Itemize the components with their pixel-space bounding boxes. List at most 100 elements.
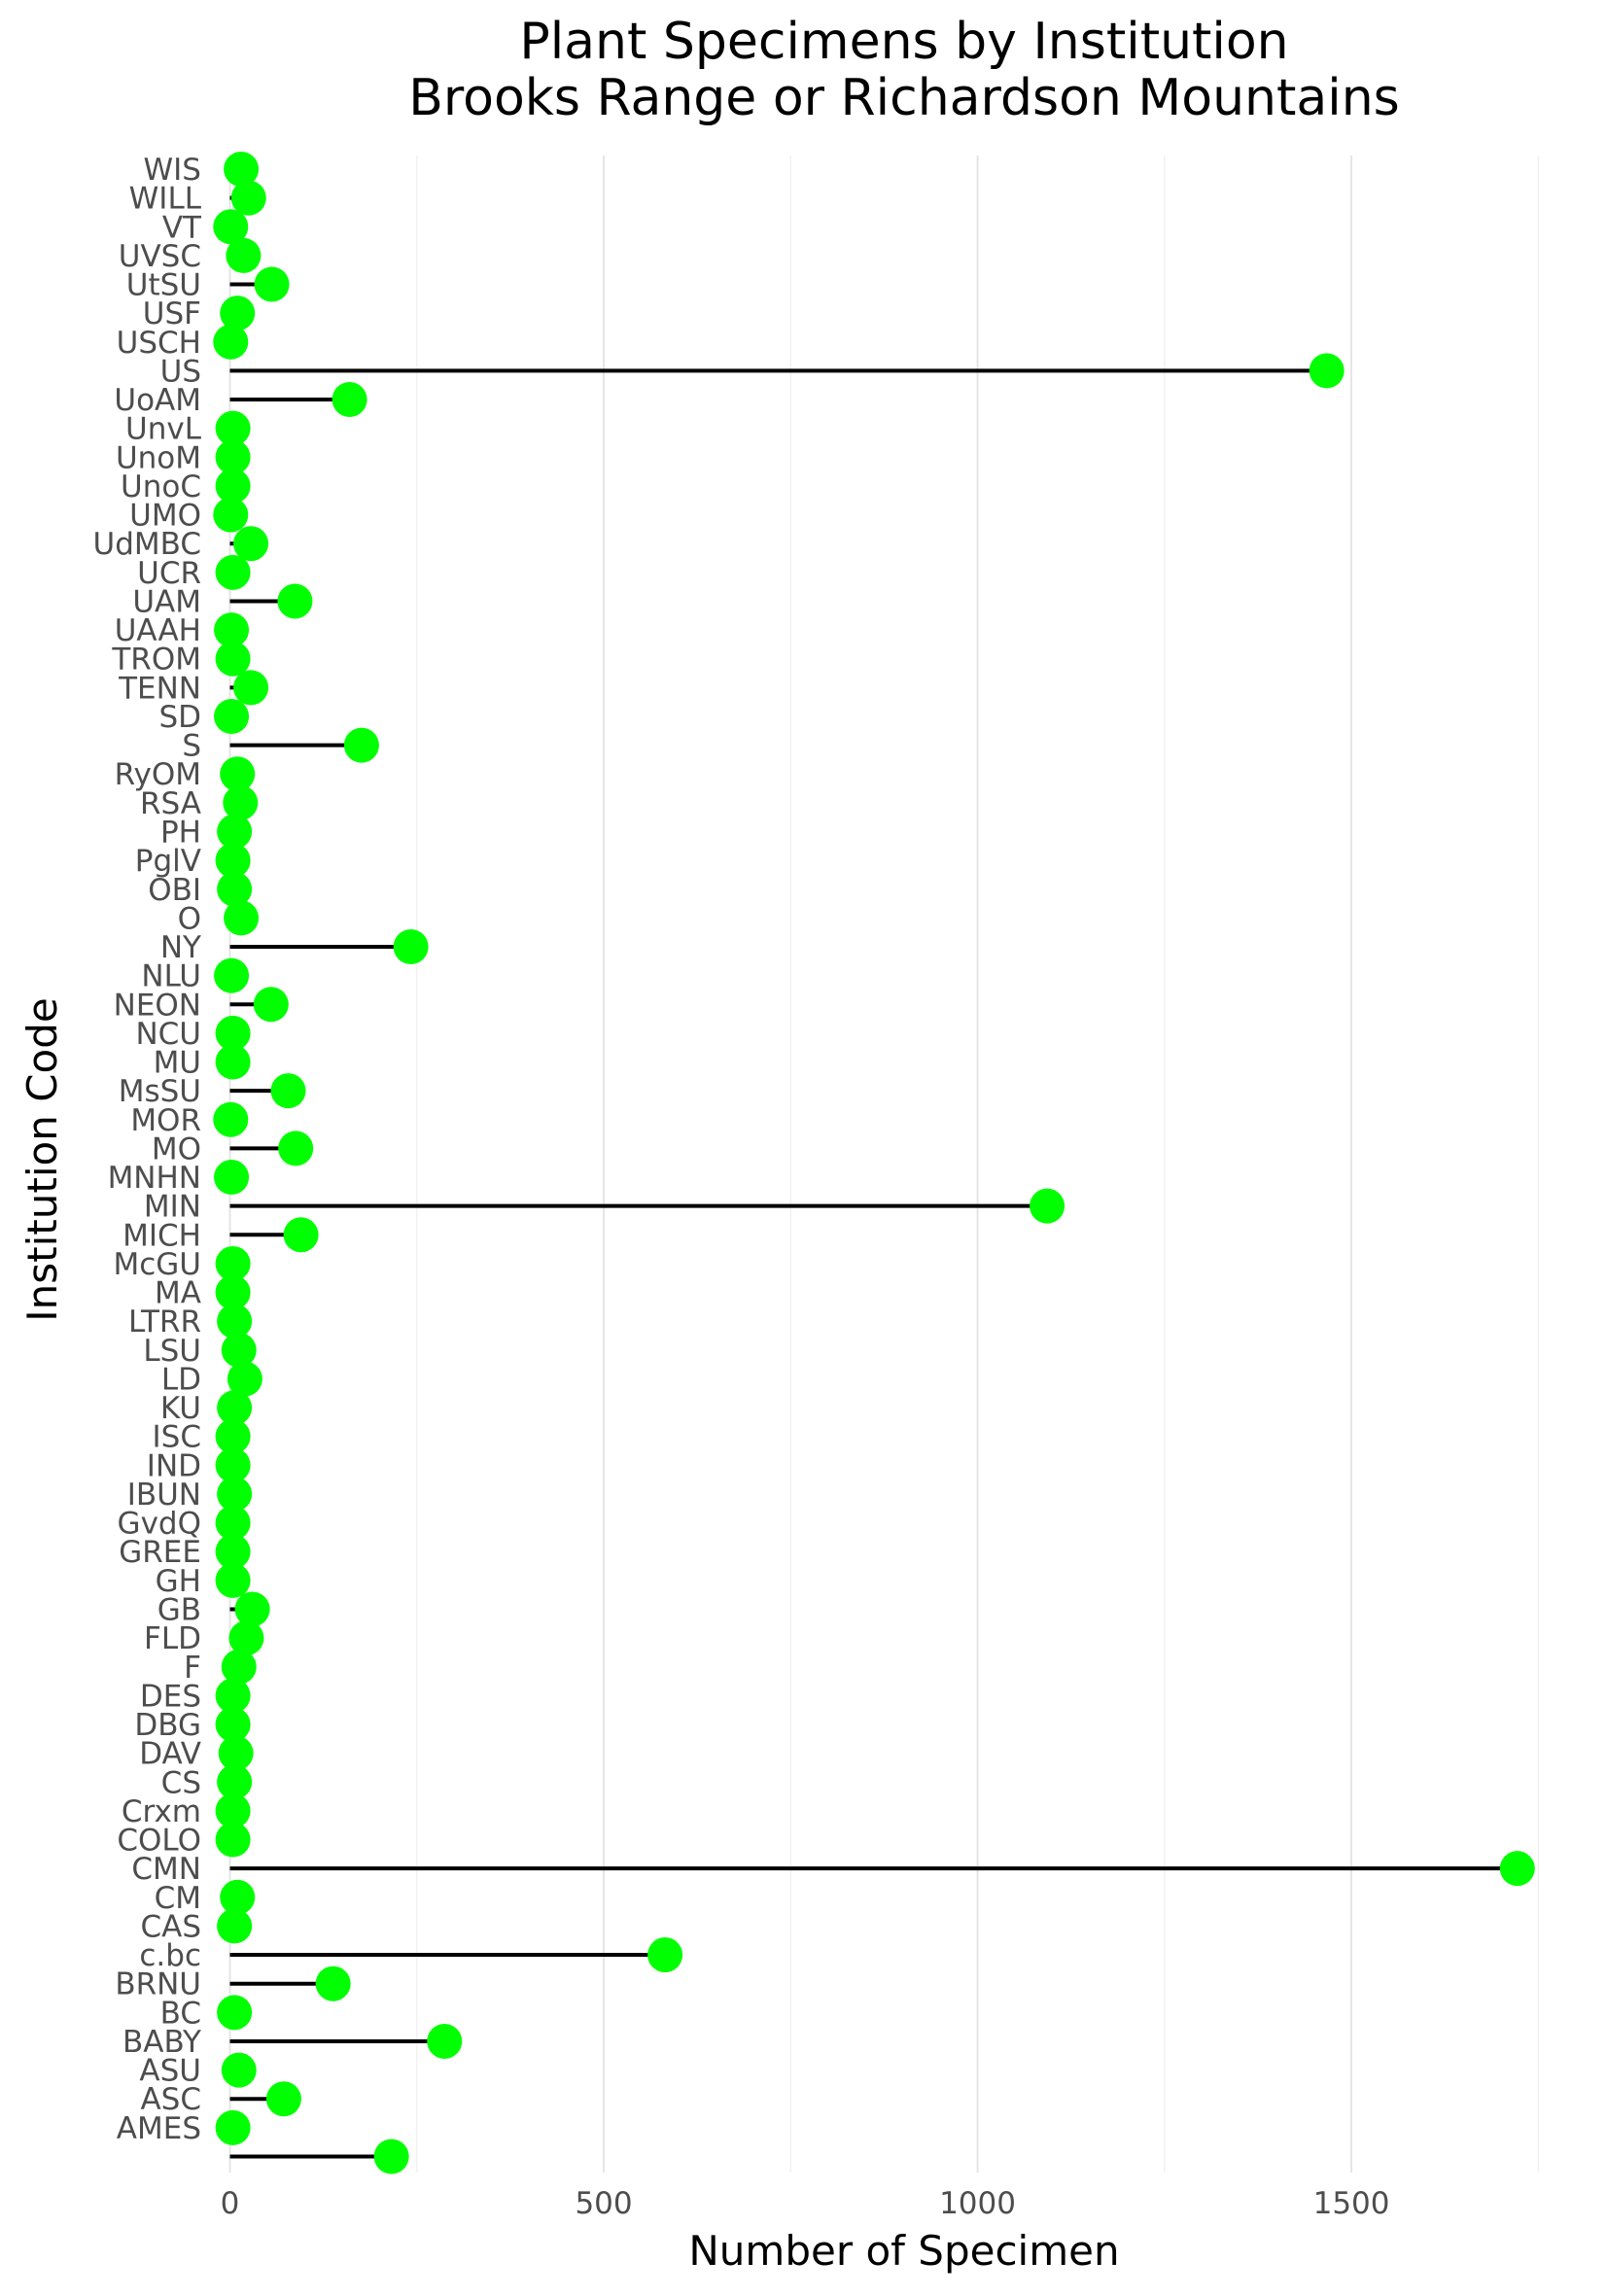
y-tick-label: ASU [139, 2054, 201, 2089]
y-tick-label: VT [162, 210, 202, 245]
lollipop-point [221, 1332, 257, 1368]
y-tick-label: WILL [129, 182, 202, 217]
lollipop-point [217, 1995, 253, 2031]
y-tick-label: ISC [153, 1420, 201, 1455]
lollipop-point [215, 554, 251, 590]
y-tick-label: PglV [135, 844, 201, 879]
lollipop-point [224, 900, 260, 936]
stems [229, 167, 1518, 2159]
y-tick-label: LD [161, 1362, 201, 1397]
lollipop-point [224, 152, 260, 187]
y-tick-label: RyOM [115, 757, 201, 792]
y-tick-label: CAS [140, 1909, 201, 1944]
lollipop-point [217, 1476, 253, 1512]
lollipop-point [278, 1131, 314, 1166]
lollipop-point [265, 2081, 301, 2117]
y-tick-label: GB [157, 1593, 201, 1628]
y-tick-label: UMO [129, 499, 201, 534]
lollipop-point [217, 871, 253, 907]
y-tick-label: SD [158, 700, 201, 735]
x-tick-label: 0 [221, 2186, 240, 2221]
lollipop-point [214, 698, 250, 734]
y-tick-label: CS [161, 1765, 201, 1800]
y-tick-label: TROM [111, 643, 201, 678]
lollipop-point [217, 814, 253, 850]
y-tick-label: UnvL [125, 412, 202, 447]
lollipop-point [215, 843, 251, 879]
y-tick-label: MIN [144, 1190, 201, 1225]
chart-title: Plant Specimens by Institution [519, 13, 1288, 71]
y-tick-label: S [182, 729, 201, 764]
lollipop-point [221, 2052, 257, 2088]
lollipop-point [373, 2139, 409, 2174]
lollipop-point [215, 1015, 251, 1051]
lollipop-point [217, 1764, 253, 1800]
lollipop-point [215, 1418, 251, 1454]
lollipop-point [215, 468, 251, 504]
lollipop-point [647, 1937, 683, 1973]
y-tick-label: Crxm [122, 1794, 201, 1829]
y-tick-label: LSU [143, 1334, 201, 1369]
lollipop-point [332, 382, 367, 418]
lollipop-point [214, 957, 250, 993]
points [213, 152, 1535, 2174]
lollipop-point [253, 987, 289, 1023]
y-tick-label: GH [156, 1564, 201, 1599]
y-tick-label: FLD [144, 1621, 201, 1656]
y-tick-label: UAAH [115, 613, 201, 648]
y-tick-label: DAV [139, 1737, 201, 1772]
lollipop-point [270, 1073, 306, 1109]
lollipop-point [220, 756, 256, 792]
y-tick-label: MU [154, 1046, 201, 1081]
y-tick-label: IND [147, 1448, 201, 1483]
y-tick-label: NLU [141, 959, 201, 994]
y-tick-label: UtSU [126, 268, 201, 303]
y-tick-label: GvdQ [118, 1507, 201, 1542]
x-axis-title: Number of Specimen [688, 2227, 1119, 2275]
y-tick-label: MsSU [119, 1074, 201, 1109]
lollipop-point [1499, 1851, 1535, 1887]
y-tick-label: LTRR [128, 1305, 201, 1339]
y-tick-label: UdMBC [93, 527, 201, 562]
y-tick-label: McGU [113, 1247, 201, 1282]
lollipop-point [215, 1505, 251, 1541]
y-tick-label: O [178, 901, 201, 936]
y-tick-label: UoAM [114, 383, 201, 418]
lollipop-point [217, 1304, 253, 1339]
y-tick-label: NY [160, 930, 201, 965]
y-tick-label: BABY [122, 2025, 201, 2060]
lollipop-point [427, 2023, 463, 2059]
lollipop-point [226, 237, 262, 273]
lollipop-point [215, 1447, 251, 1483]
lollipop-point [214, 1160, 250, 1196]
y-tick-label: UCR [137, 556, 201, 591]
y-tick-label: US [160, 354, 201, 389]
y-tick-label: PH [160, 815, 201, 850]
y-tick-label: UAM [132, 584, 201, 619]
y-tick-label: CMN [131, 1852, 201, 1887]
lollipop-point [215, 1245, 251, 1281]
y-tick-label: RSA [140, 786, 201, 821]
lollipop-point [223, 784, 259, 820]
y-tick-label: GREE [119, 1535, 201, 1570]
lollipop-point [213, 497, 249, 533]
y-tick-label: UnoM [116, 440, 201, 475]
y-tick-label: MICH [122, 1218, 201, 1253]
y-tick-label: BC [160, 1996, 201, 2031]
y-tick-label: USCH [117, 326, 201, 361]
lollipop-point [233, 670, 269, 706]
y-axis-title: Institution Code [18, 997, 66, 1321]
lollipop-point [213, 324, 249, 360]
lollipop-point [215, 439, 251, 475]
lollipop-point [221, 1649, 257, 1685]
lollipop-point [233, 526, 269, 562]
lollipop-point [215, 410, 251, 446]
y-tick-label: USF [143, 296, 201, 331]
lollipop-point [220, 296, 256, 331]
lollipop-point [220, 1879, 256, 1915]
lollipop-point [254, 266, 290, 302]
y-tick-label: F [184, 1651, 201, 1686]
lollipop-point [213, 1101, 249, 1137]
x-tick-label: 500 [575, 2186, 632, 2221]
